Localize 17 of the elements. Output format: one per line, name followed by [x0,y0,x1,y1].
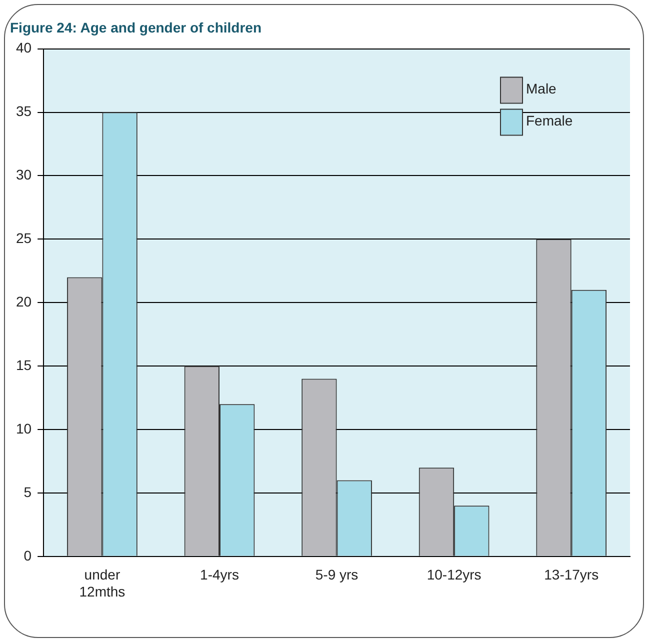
y-tick-label: 10 [16,420,32,436]
x-tick-label: 1-4yrs [200,566,239,583]
y-tick-label: 35 [16,103,32,120]
y-tick-label: 40 [16,40,32,56]
y-tick-label: 25 [16,230,32,246]
y-tick-label: 15 [16,356,32,373]
legend-label: Male [526,80,557,97]
x-tick-label: 10-12yrs [426,566,482,583]
y-tick-label: 30 [16,166,32,183]
x-tick-label: 5-9 yrs [315,566,358,583]
x-tick-label: 13-17yrs [544,566,599,583]
chart-title: Figure 24: Age and gender of children [10,19,262,36]
y-tick-label: 0 [24,547,32,564]
x-tick-label: under 12mths [79,566,126,600]
y-tick-label: 20 [16,293,32,310]
y-tick-label: 5 [24,484,32,500]
legend-label: Female [526,112,573,129]
